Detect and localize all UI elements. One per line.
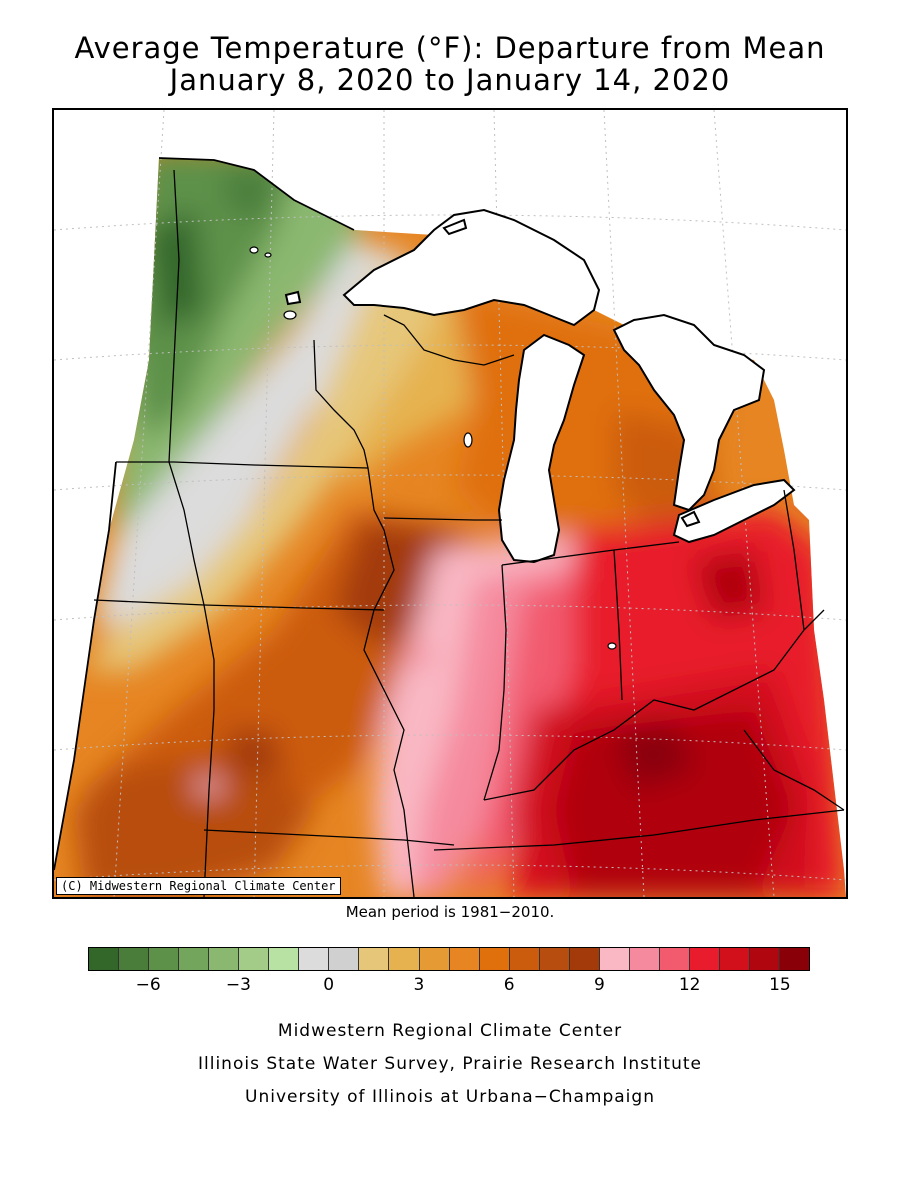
legend-swatch [389, 948, 420, 970]
legend-swatch [539, 948, 570, 970]
legend-swatch [719, 948, 751, 970]
legend-swatch [659, 948, 690, 970]
legend-swatch [359, 948, 390, 970]
lake-erie [672, 478, 796, 544]
legend-swatch [329, 948, 360, 970]
legend-swatch [209, 948, 240, 970]
legend-swatch [449, 948, 480, 970]
legend-tick-label: 15 [769, 975, 791, 995]
mean-period-note: Mean period is 1981−2010. [345, 903, 555, 921]
map-panel: (C) Midwestern Regional Climate Center [52, 108, 848, 899]
legend-swatch [239, 948, 270, 970]
legend-swatch [89, 948, 120, 970]
color-legend [88, 947, 810, 971]
legend-swatch [149, 948, 180, 970]
legend-swatch [479, 948, 510, 970]
credit-survey: Illinois State Water Survey, Prairie Res… [198, 1054, 702, 1074]
inland-lakes [249, 246, 617, 650]
legend-tick-label: −6 [135, 975, 161, 995]
legend-tick-label: 3 [413, 975, 425, 995]
legend-swatch [599, 948, 630, 970]
legend-swatch [179, 948, 210, 970]
legend-tick-label: −3 [225, 975, 251, 995]
legend-tick-labels: −6 −3 0 3 6 9 12 15 [88, 975, 810, 999]
temperature-departure-map [54, 110, 846, 897]
credit-university: University of Illinois at Urbana−Champai… [245, 1087, 655, 1107]
lake-michigan [497, 333, 586, 564]
legend-swatch [569, 948, 600, 970]
legend-swatch [629, 948, 660, 970]
map-title: Average Temperature (°F): Departure from… [74, 31, 826, 65]
legend-swatch [419, 948, 450, 970]
legend-swatch [509, 948, 540, 970]
credit-organization: Midwestern Regional Climate Center [277, 1021, 623, 1041]
legend-tick-label: 12 [678, 975, 701, 995]
legend-swatch [119, 948, 150, 970]
legend-tick-label: 0 [323, 975, 335, 995]
legend-swatch [269, 948, 300, 970]
legend-swatch [689, 948, 720, 970]
legend-swatch [750, 948, 781, 970]
state-boundaries [93, 169, 845, 897]
legend-tick-label: 6 [503, 975, 515, 995]
legend-swatch [299, 948, 330, 970]
map-date-range: January 8, 2020 to January 14, 2020 [169, 63, 731, 97]
great-lakes [284, 208, 796, 564]
lake-superior [342, 208, 601, 327]
lake-huron [612, 313, 766, 512]
legend-tick-label: 9 [593, 975, 605, 995]
coastlines [54, 157, 355, 871]
legend-swatch [780, 948, 810, 970]
copyright-label: (C) Midwestern Regional Climate Center [56, 877, 341, 895]
